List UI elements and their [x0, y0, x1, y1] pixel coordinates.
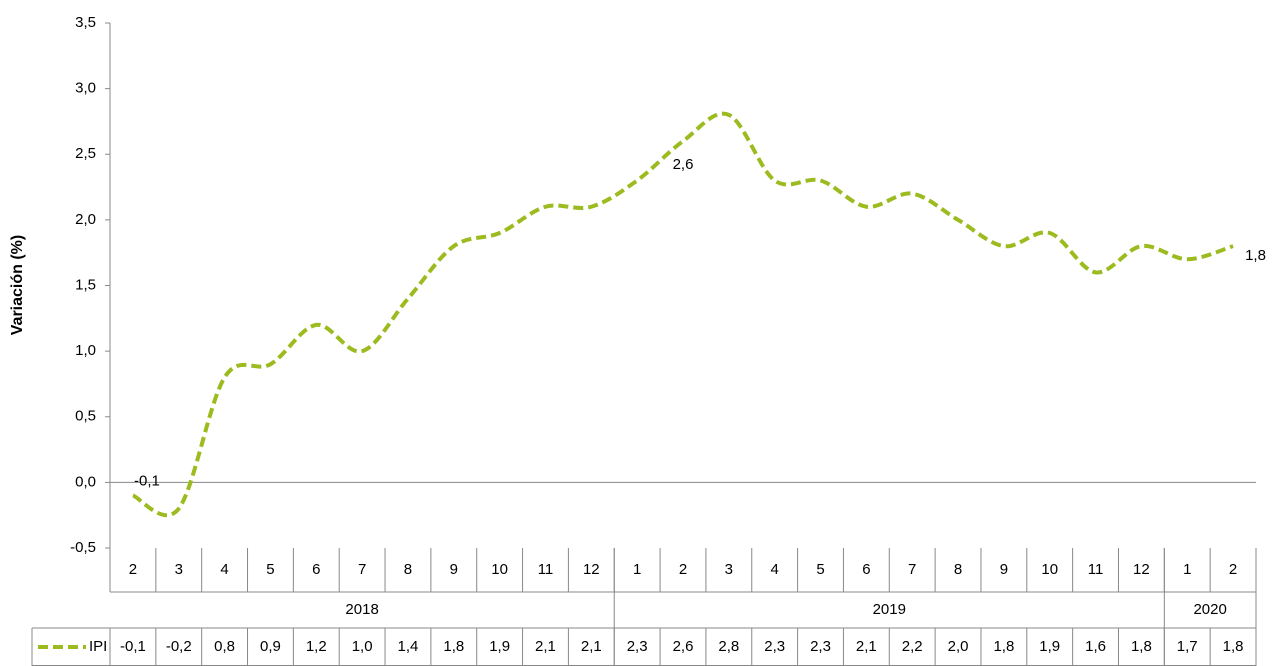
x-tick-label: 6 — [862, 561, 870, 578]
table-value: 1,9 — [1039, 638, 1060, 655]
table-value: 2,6 — [673, 638, 694, 655]
table-value: 1,8 — [1131, 638, 1152, 655]
x-tick-label: 3 — [175, 561, 183, 578]
x-tick-label: 1 — [633, 561, 641, 578]
x-tick-label: 7 — [908, 561, 916, 578]
group-label: 2018 — [345, 601, 378, 618]
table-value: 2,3 — [810, 638, 831, 655]
data-label: 1,8 — [1245, 247, 1266, 264]
x-tick-label: 2 — [129, 561, 137, 578]
x-tick-label: 3 — [725, 561, 733, 578]
x-tick-label: 6 — [312, 561, 320, 578]
table-value: 1,0 — [352, 638, 373, 655]
x-tick-label: 10 — [1041, 561, 1058, 578]
y-tick-label: 3,5 — [75, 14, 96, 31]
table-value: 2,8 — [718, 638, 739, 655]
table-value: 1,8 — [1223, 638, 1244, 655]
y-tick-label: 1,5 — [75, 276, 96, 293]
x-tick-label: 8 — [404, 561, 412, 578]
table-value: 2,3 — [627, 638, 648, 655]
group-label: 2020 — [1193, 601, 1226, 618]
x-tick-label: 1 — [1183, 561, 1191, 578]
y-axis-label: Variación (%) — [9, 235, 26, 335]
y-tick-label: 2,0 — [75, 211, 96, 228]
y-tick-label: 0,5 — [75, 408, 96, 425]
y-tick-label: -0,5 — [70, 539, 96, 556]
x-tick-label: 11 — [1088, 561, 1104, 578]
table-value: 1,6 — [1085, 638, 1106, 655]
table-value: 2,1 — [535, 638, 556, 655]
x-tick-label: 9 — [1000, 561, 1008, 578]
table-value: 0,9 — [260, 638, 281, 655]
x-tick-label: 9 — [450, 561, 458, 578]
x-tick-label: 11 — [538, 561, 554, 578]
x-tick-label: 2 — [679, 561, 687, 578]
table-value: 2,1 — [581, 638, 602, 655]
group-label: 2019 — [873, 601, 906, 618]
data-label: 2,6 — [673, 156, 694, 173]
x-tick-label: 2 — [1229, 561, 1237, 578]
table-value: 1,7 — [1177, 638, 1198, 655]
table-value: -0,2 — [166, 638, 192, 655]
table-value: 1,9 — [489, 638, 510, 655]
data-label: -0,1 — [134, 472, 160, 489]
table-value: 2,1 — [856, 638, 877, 655]
x-tick-label: 5 — [266, 561, 274, 578]
x-tick-label: 4 — [220, 561, 228, 578]
table-value: 1,4 — [398, 638, 419, 655]
series-line — [131, 111, 1234, 518]
y-tick-label: 1,0 — [75, 342, 96, 359]
table-value: 1,8 — [443, 638, 464, 655]
legend-label: IPI — [89, 638, 107, 655]
y-tick-label: 0,0 — [75, 473, 96, 490]
table-value: 1,2 — [306, 638, 327, 655]
table-value: 0,8 — [214, 638, 235, 655]
y-tick-label: 3,0 — [75, 80, 96, 97]
x-tick-label: 8 — [954, 561, 962, 578]
table-value: 1,8 — [993, 638, 1014, 655]
x-tick-label: 7 — [358, 561, 366, 578]
table-value: 2,2 — [902, 638, 923, 655]
x-tick-label: 4 — [771, 561, 779, 578]
x-tick-label: 10 — [491, 561, 508, 578]
table-value: -0,1 — [120, 638, 146, 655]
table-value: 2,3 — [764, 638, 785, 655]
x-tick-label: 12 — [1133, 561, 1150, 578]
y-tick-label: 2,5 — [75, 145, 96, 162]
x-tick-label: 12 — [583, 561, 600, 578]
table-value: 2,0 — [948, 638, 969, 655]
x-tick-label: 5 — [816, 561, 824, 578]
